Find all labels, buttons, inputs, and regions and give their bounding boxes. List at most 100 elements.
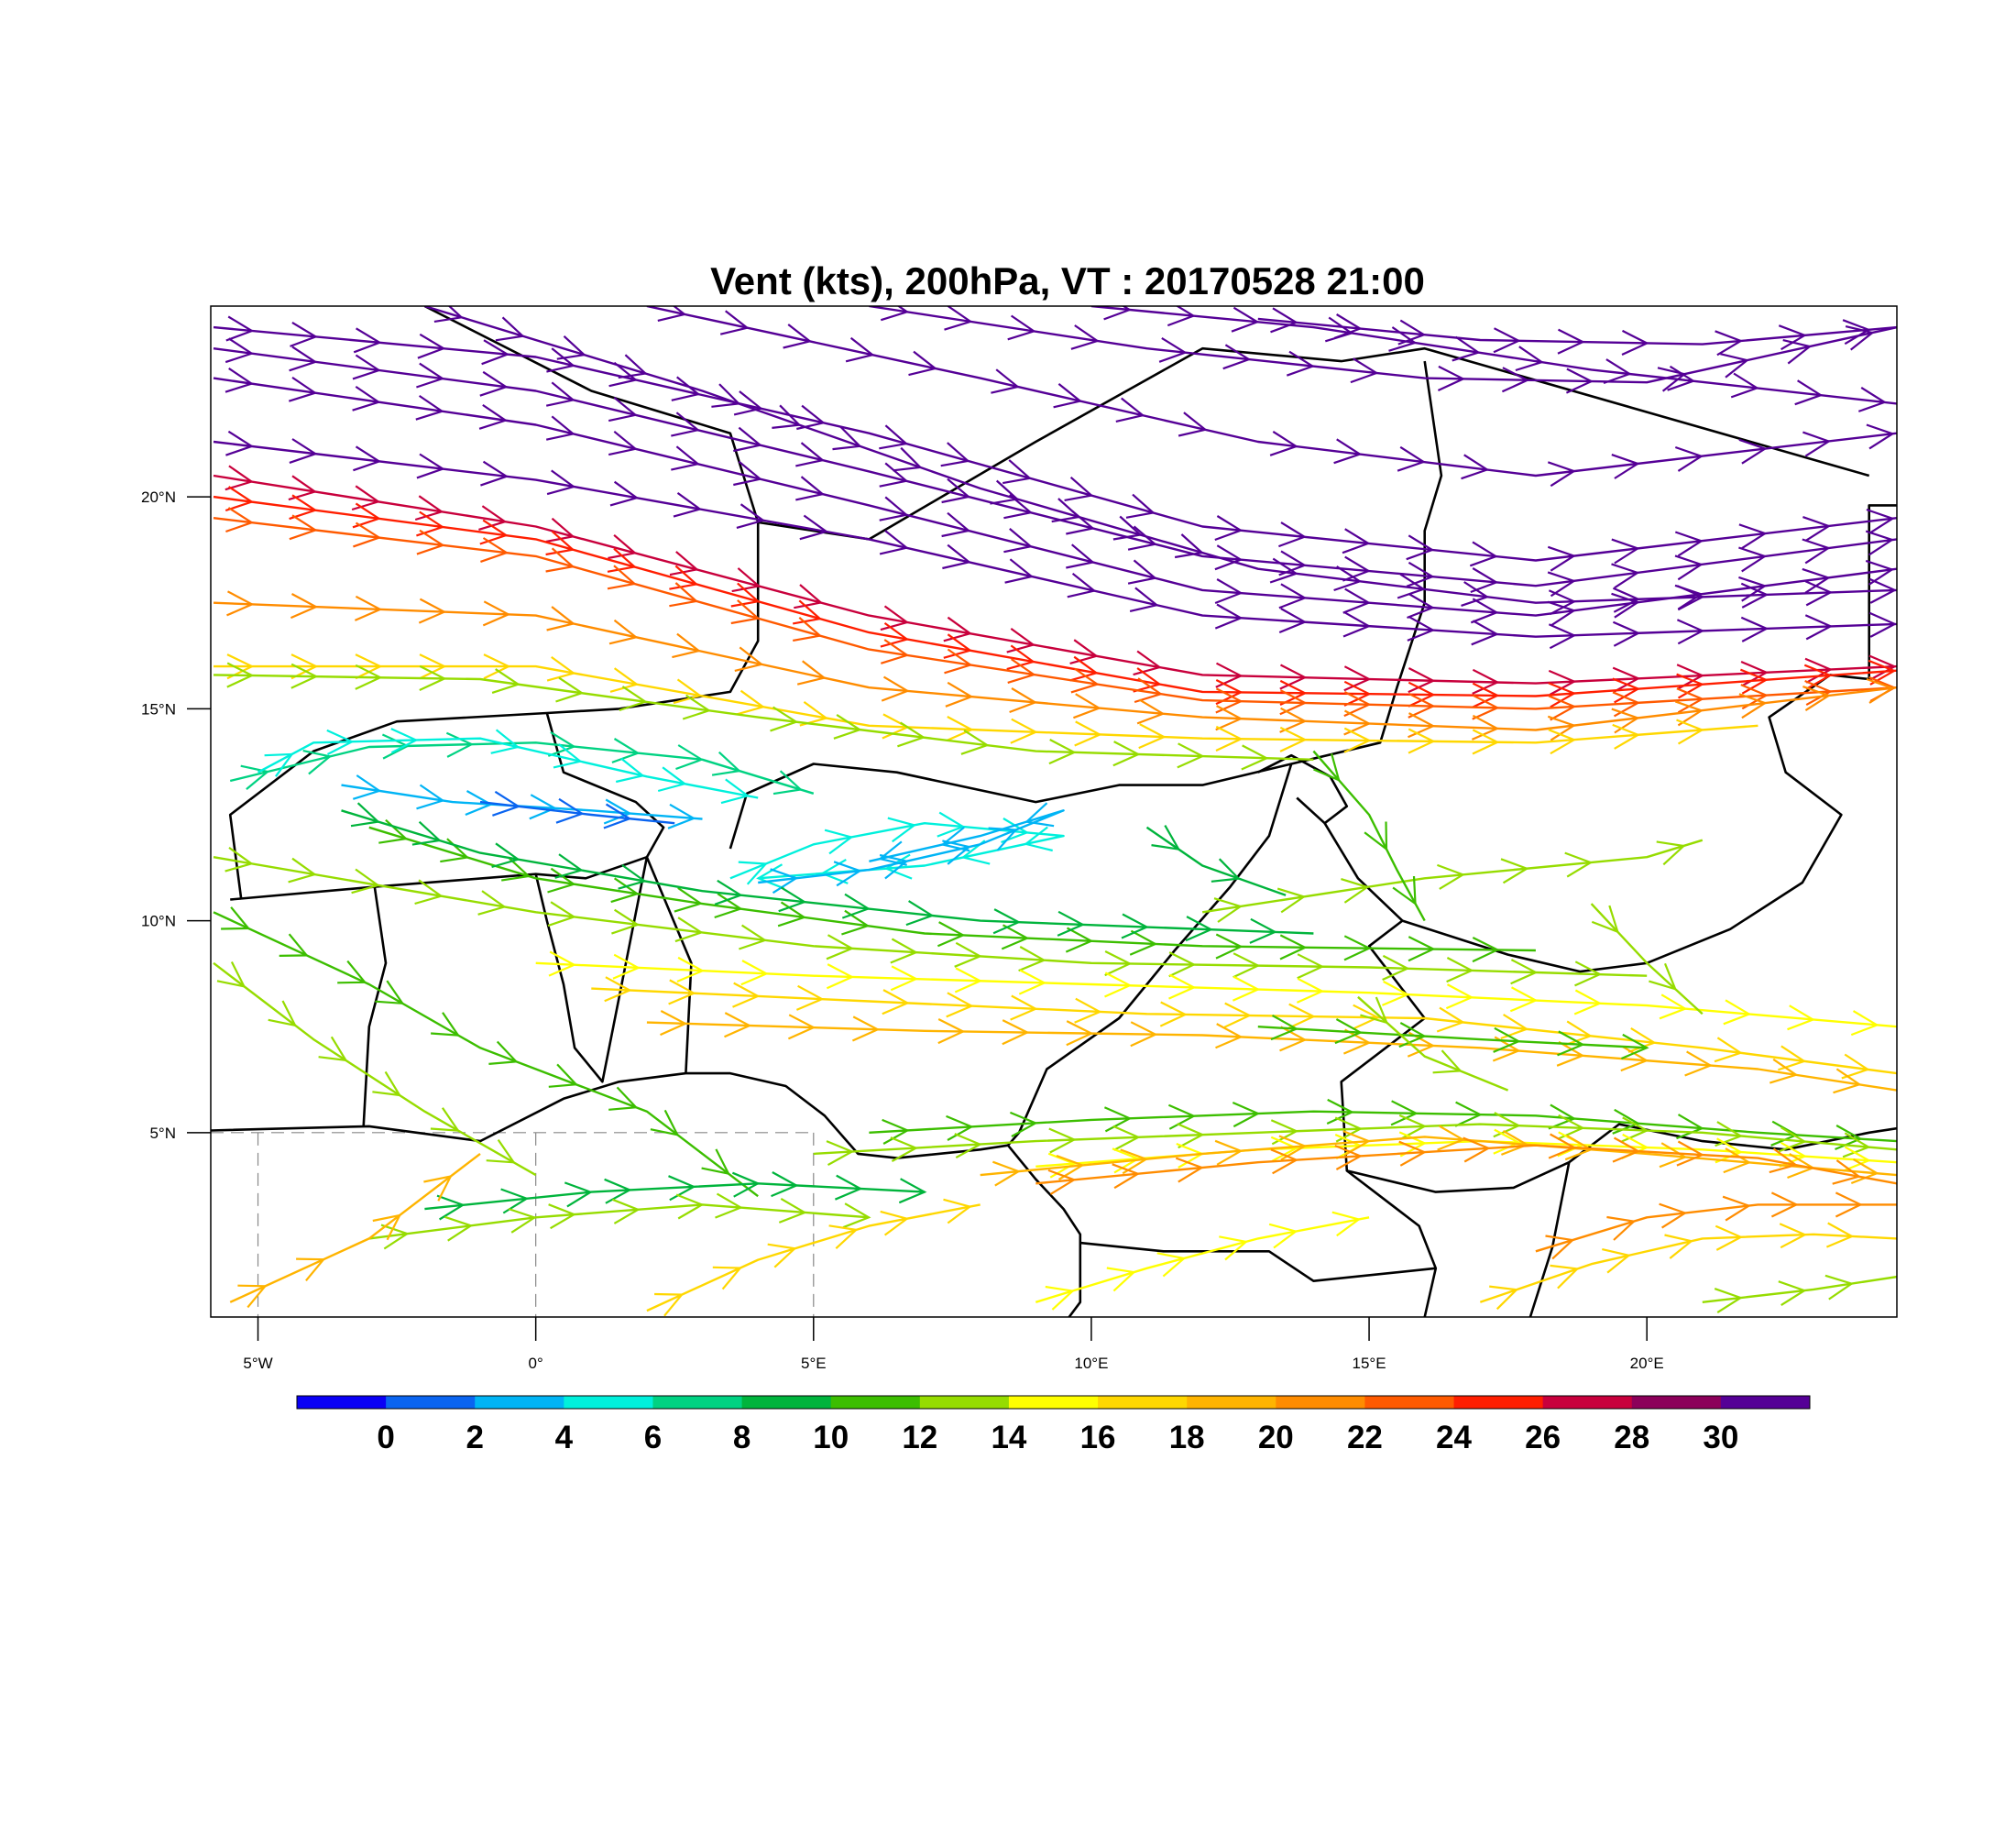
streamline-arrowhead: [225, 486, 255, 512]
streamline-arrowhead: [607, 547, 637, 573]
streamline-arrowhead: [352, 774, 382, 800]
streamline-arrowhead: [1048, 1127, 1077, 1154]
streamline-arrowhead: [1004, 558, 1035, 584]
streamline-arrowhead: [954, 967, 983, 993]
streamline: [213, 377, 1897, 617]
streamline-arrowhead: [1611, 538, 1640, 565]
streamline-arrowhead: [1845, 325, 1875, 351]
streamline-arrowhead: [1715, 1137, 1744, 1164]
lon-tick-label: 15°E: [1353, 1355, 1386, 1372]
streamline-arrowhead: [1515, 346, 1544, 372]
streamline-arrowhead: [772, 404, 802, 429]
streamline-arrowhead: [1787, 1004, 1816, 1031]
streamline-arrowhead: [1276, 887, 1307, 914]
colorbar-label: 14: [991, 1420, 1026, 1455]
streamline-arrowhead: [1723, 1147, 1752, 1174]
streamline-arrowhead: [1134, 677, 1164, 704]
streamline-arrowhead: [1065, 927, 1094, 953]
streamline-arrowhead: [1621, 329, 1649, 357]
streamline-arrowhead: [416, 453, 445, 479]
streamline-arrowhead: [881, 675, 910, 702]
streamline-arrowhead: [380, 1224, 410, 1250]
streamline-arrowhead: [1723, 999, 1752, 1026]
streamline-arrowhead: [1279, 679, 1308, 706]
streamline-arrowhead: [1564, 851, 1594, 878]
streamline-arrowhead: [714, 893, 743, 919]
lon-tick-label: 10°E: [1074, 1355, 1108, 1372]
streamline-arrowhead: [1469, 541, 1499, 567]
streamline-arrowhead: [1296, 977, 1325, 1004]
streamline: [1202, 839, 1704, 914]
streamline-arrowhead: [1612, 677, 1641, 704]
streamline: [341, 784, 703, 820]
streamline-arrowhead: [1865, 530, 1895, 556]
streamline-arrowhead: [1510, 959, 1539, 985]
streamline-arrowhead: [731, 1171, 761, 1198]
streamline-arrowhead: [1674, 531, 1704, 557]
streamline: [869, 306, 1897, 384]
streamline-arrowhead: [1215, 1023, 1244, 1049]
streamline-arrowhead: [1215, 933, 1244, 960]
streamline-arrowhead: [607, 565, 637, 590]
streamline-arrowhead: [1657, 367, 1687, 392]
streamline-arrowhead: [350, 802, 381, 828]
streamline-arrowhead: [1824, 1274, 1855, 1301]
streamline-arrowhead: [1804, 614, 1834, 641]
streamline-arrowhead: [1714, 1037, 1744, 1063]
streamline-arrowhead: [1649, 962, 1678, 991]
streamline-arrowhead: [548, 1063, 579, 1088]
streamline-arrowhead: [1804, 580, 1834, 607]
streamline: [1035, 1216, 1370, 1303]
streamline-arrowhead: [730, 582, 761, 608]
streamline-arrowhead: [711, 383, 741, 408]
streamline-arrowhead: [1343, 935, 1372, 961]
streamline-arrowhead: [795, 984, 825, 1011]
streamline-arrowhead: [767, 1243, 797, 1268]
streamline-arrowhead: [1501, 1129, 1529, 1156]
streamline-arrowhead: [1612, 620, 1641, 647]
streamline-arrowhead: [480, 460, 509, 487]
streamline-arrowhead: [669, 551, 699, 576]
streamline: [646, 306, 1897, 477]
streamline-arrowhead: [1445, 983, 1474, 1010]
colorbar-swatch: [475, 1396, 564, 1409]
streamline-arrowhead: [1223, 1002, 1253, 1028]
streamline-arrowhead: [724, 1012, 752, 1038]
streamline-arrowhead: [1056, 1154, 1085, 1180]
streamline-arrowhead: [1802, 686, 1832, 712]
streamline-arrowhead: [897, 721, 926, 748]
streamline-arrowhead: [770, 868, 799, 895]
streamline-arrowhead: [1232, 1101, 1261, 1128]
streamline-arrowhead: [226, 590, 255, 617]
streamline-arrowhead: [1868, 654, 1897, 681]
streamline-arrowhead: [1158, 336, 1188, 363]
streamline-arrowhead: [654, 1292, 685, 1317]
streamline-arrowhead: [1067, 572, 1097, 598]
streamline-arrowhead: [890, 1136, 919, 1163]
streamline-arrowhead: [486, 1138, 516, 1164]
streamline-arrowhead: [1215, 725, 1244, 752]
streamline-arrowhead: [701, 1148, 731, 1176]
streamline-arrowhead: [610, 877, 640, 904]
streamline-arrowhead: [353, 521, 382, 548]
streamline-arrowhead: [419, 653, 447, 680]
colorbar-label: 0: [377, 1420, 394, 1455]
streamline-arrowhead: [416, 529, 445, 555]
streamline: [368, 826, 1536, 952]
streamline-arrowhead: [411, 820, 443, 846]
streamline-arrowhead: [1740, 582, 1769, 609]
streamline-arrowhead: [1104, 971, 1133, 998]
colorbar-swatch: [919, 1396, 1010, 1409]
streamline-arrowhead: [880, 306, 910, 322]
streamline: [213, 347, 1897, 587]
streamline-arrowhead: [416, 362, 445, 389]
streamline-arrowhead: [1676, 687, 1705, 714]
streamline-arrowhead: [732, 982, 761, 1008]
streamline-arrowhead: [1471, 620, 1500, 646]
streamline: [368, 1203, 870, 1240]
streamline-arrowhead: [1398, 1022, 1428, 1048]
streamline-arrowhead: [1010, 718, 1038, 744]
streamline-arrowhead: [465, 790, 494, 817]
colorbar-label: 10: [813, 1420, 849, 1455]
streamline-arrowhead: [1270, 307, 1299, 334]
